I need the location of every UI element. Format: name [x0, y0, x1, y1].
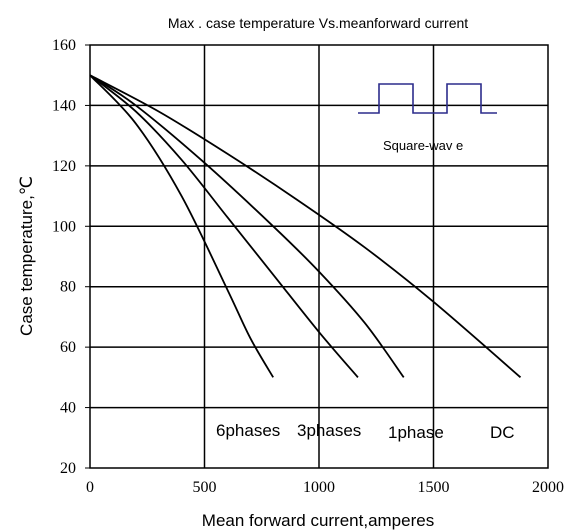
x-tick-label: 0 [86, 479, 94, 496]
x-tick-label: 1000 [303, 479, 335, 496]
series-line-1phase [89, 74, 405, 378]
square-wave-label: Square-wav e [383, 138, 463, 153]
x-tick-label: 2000 [532, 479, 564, 496]
x-tick-label: 1500 [418, 479, 450, 496]
y-tick-label: 120 [52, 158, 76, 175]
series-label-6phases: 6phases [216, 421, 280, 440]
chart-title: Max . case temperature Vs.meanforward cu… [168, 15, 468, 31]
y-tick-labels: 20 40 60 80 100 120 140 160 [52, 37, 90, 477]
series-lines [89, 74, 522, 379]
x-tick-label: 500 [193, 479, 217, 496]
y-tick-label: 140 [52, 97, 76, 114]
y-tick-label: 100 [52, 218, 76, 235]
series-label-3phases: 3phases [297, 421, 361, 440]
y-tick-label: 20 [60, 460, 76, 477]
grid [90, 45, 548, 468]
y-tick-label: 40 [60, 400, 76, 417]
square-wave-icon [358, 83, 497, 114]
x-tick-labels: 0 500 1000 1500 2000 [86, 479, 564, 496]
series-line-6phases [89, 74, 274, 378]
x-axis-title: Mean forward current,amperes [202, 511, 434, 530]
y-tick-label: 60 [60, 339, 76, 356]
series-line-dc [89, 74, 522, 379]
y-tick-label: 160 [52, 37, 76, 54]
series-labels: 6phases 3phases 1phase DC [216, 421, 515, 442]
series-label-1phase: 1phase [388, 423, 444, 442]
plot-frame [89, 44, 549, 469]
series-line-3phases [89, 74, 359, 378]
series-label-dc: DC [490, 423, 515, 442]
y-axis-title: Case temperature,℃ [17, 176, 36, 336]
y-tick-label: 80 [60, 279, 76, 296]
